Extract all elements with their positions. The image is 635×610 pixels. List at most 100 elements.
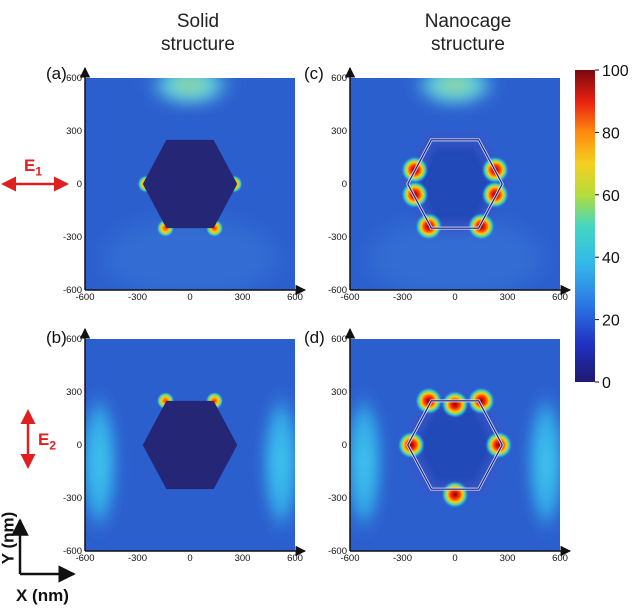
colorbar-tick-label: 80 [602, 125, 620, 142]
x-tick-label: -600 [340, 292, 359, 303]
panel-label-a: (a) [46, 64, 67, 83]
left-lobe [350, 382, 386, 543]
colorbar-tick-label: 0 [602, 375, 611, 392]
hotspot-4 [441, 480, 469, 509]
field-map-d [350, 339, 560, 551]
panel-d: -600 -300 0 300 600 600 300 0 -300 -600 [328, 327, 572, 564]
y-tick-label: 0 [342, 179, 347, 190]
bottom-glow [101, 218, 279, 290]
colorbar-tick-label: 40 [602, 250, 620, 267]
field-label-e2: E2 [38, 430, 56, 452]
x-tick-label: 600 [287, 292, 303, 303]
field-label-e1-sub: 1 [35, 164, 43, 179]
left-lobe [85, 382, 121, 543]
y-tick-label: -300 [328, 493, 347, 504]
field-map-b [85, 339, 295, 551]
top-lobe [404, 78, 506, 114]
field-label-e1: E1 [24, 156, 42, 178]
field-map-a [85, 78, 295, 290]
cage-frame-edge [407, 400, 503, 490]
x-tick-label: 600 [287, 553, 303, 564]
colorbar-tick-label: 100 [602, 63, 629, 80]
x-tick-label: -600 [340, 553, 359, 564]
x-tick-label: 0 [452, 553, 457, 564]
y-tick-label: 0 [77, 179, 82, 190]
panel-label-c: (c) [304, 64, 324, 83]
axes-d: -600 -300 0 300 600 600 300 0 -300 -600 [328, 327, 572, 564]
x-tick-label: 300 [500, 292, 516, 303]
panel-c: -600 -300 0 300 600 600 300 0 -300 -600 [328, 66, 572, 303]
y-tick-label: -600 [328, 546, 347, 557]
colorbar-tick-label: 60 [602, 188, 620, 205]
field-label-e2-main: E [38, 430, 50, 449]
cage-interior [407, 400, 503, 490]
y-tick-label: 300 [331, 126, 347, 137]
y-tick-label: -300 [63, 493, 82, 504]
colorbar: 100 80 60 40 20 0 [575, 63, 629, 392]
hotspot-2 [414, 386, 443, 415]
y-tick-label: 300 [331, 387, 347, 398]
x-tick-label: -300 [128, 553, 147, 564]
y-tick-label: 0 [77, 440, 82, 451]
y-tick-label: -600 [63, 546, 82, 557]
x-tick-label: -300 [128, 292, 147, 303]
column-title-solid-line1: Solid [176, 11, 220, 32]
cage-interior [407, 139, 503, 229]
y-tick-label: -600 [63, 285, 82, 296]
top-lobe [139, 78, 241, 114]
field-map-c [350, 78, 560, 290]
x-tick-label: -600 [75, 553, 94, 564]
solid-hexagon [142, 400, 238, 490]
x-tick-label: 0 [187, 553, 192, 564]
y-tick-label: 600 [66, 334, 82, 345]
x-tick-label: 600 [552, 553, 568, 564]
right-lobe [524, 382, 560, 543]
panel-label-d: (d) [304, 328, 325, 347]
x-axis-label: X (nm) [16, 586, 69, 605]
x-tick-label: 300 [235, 553, 251, 564]
y-tick-label: 600 [331, 334, 347, 345]
y-tick-label: 600 [331, 73, 347, 84]
right-lobe [259, 382, 295, 543]
hotspot-1 [441, 390, 469, 419]
column-title-solid-line2: structure [161, 34, 235, 55]
colorbar-gradient [575, 70, 595, 382]
y-tick-label: -600 [328, 285, 347, 296]
y-tick-label: 0 [342, 440, 347, 451]
x-tick-label: -300 [393, 292, 412, 303]
x-tick-label: 0 [187, 292, 192, 303]
x-tick-label: 300 [235, 292, 251, 303]
panel-label-b: (b) [46, 328, 67, 347]
column-title-solid: Solid structure [118, 10, 278, 56]
y-tick-label: -300 [328, 232, 347, 243]
column-title-nanocage: Nanocage structure [388, 10, 548, 56]
hotspot-5 [397, 431, 426, 459]
polarization-arrows [0, 176, 76, 583]
column-title-nanocage-line1: Nanocage [424, 11, 512, 32]
colorbar-tick-label: 20 [602, 313, 620, 330]
cage-frame-edge [407, 139, 503, 229]
x-tick-label: -300 [393, 553, 412, 564]
hotspot-6 [484, 431, 513, 459]
y-tick-label: -300 [63, 232, 82, 243]
x-tick-label: 300 [500, 553, 516, 564]
solid-hexagon [142, 139, 238, 229]
axes-a: -600 -300 0 300 600 600 300 0 -300 -600 [63, 66, 307, 303]
y-tick-label: 300 [66, 126, 82, 137]
x-tick-label: -600 [75, 292, 94, 303]
panel-b: -600 -300 0 300 600 600 300 0 -300 -600 [63, 327, 307, 564]
field-label-e2-sub: 2 [49, 438, 57, 453]
x-tick-label: 600 [552, 292, 568, 303]
bottom-glow [366, 218, 544, 290]
x-tick-label: 0 [452, 292, 457, 303]
axes-b: -600 -300 0 300 600 600 300 0 -300 -600 [63, 327, 307, 564]
field-label-e1-main: E [24, 156, 36, 175]
y-tick-label: 300 [66, 387, 82, 398]
hotspot-3 [467, 386, 496, 415]
column-title-nanocage-line2: structure [431, 34, 505, 55]
y-tick-label: 600 [66, 73, 82, 84]
panel-a: -600 -300 0 300 600 600 300 0 -300 -600 [63, 66, 307, 303]
axes-c: -600 -300 0 300 600 600 300 0 -300 -600 [328, 66, 572, 303]
